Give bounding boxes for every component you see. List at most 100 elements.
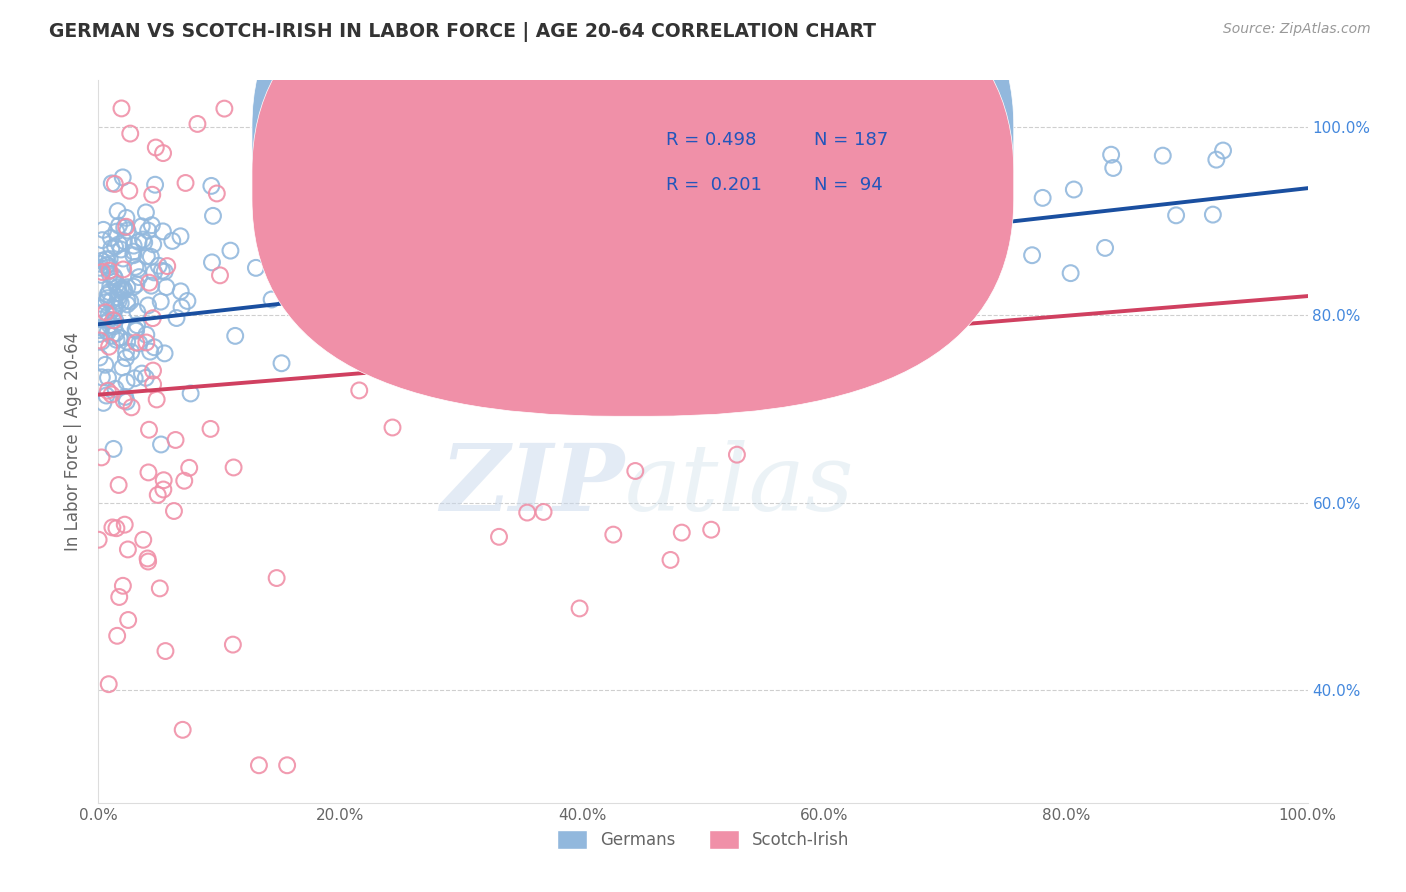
- Point: [270, 356, 292, 370]
- Point: [96, 259, 118, 273]
- Point: [273, 279, 295, 293]
- Point: [93, 223, 115, 237]
- Point: [582, 316, 605, 330]
- Point: [170, 301, 193, 315]
- Point: [153, 346, 176, 360]
- Point: [90, 450, 112, 465]
- Legend: Germans, Scotch-Irish: Germans, Scotch-Irish: [550, 823, 856, 856]
- Point: [894, 244, 917, 259]
- Point: [266, 571, 288, 585]
- Point: [664, 251, 686, 265]
- Point: [117, 613, 139, 627]
- Point: [281, 212, 304, 227]
- Y-axis label: In Labor Force | Age 20-64: In Labor Force | Age 20-64: [65, 332, 83, 551]
- Point: [115, 375, 138, 389]
- Point: [94, 358, 117, 372]
- Point: [103, 275, 125, 289]
- Point: [723, 185, 745, 199]
- Point: [139, 250, 162, 264]
- Point: [150, 437, 173, 451]
- Text: GERMAN VS SCOTCH-IRISH IN LABOR FORCE | AGE 20-64 CORRELATION CHART: GERMAN VS SCOTCH-IRISH IN LABOR FORCE | …: [49, 22, 876, 42]
- Point: [100, 241, 122, 255]
- Point: [145, 140, 167, 154]
- Point: [89, 257, 111, 271]
- Point: [139, 344, 162, 359]
- FancyBboxPatch shape: [252, 0, 1014, 371]
- Point: [97, 370, 120, 384]
- Point: [96, 258, 118, 272]
- Point: [224, 329, 246, 343]
- Point: [108, 331, 131, 345]
- Point: [107, 291, 129, 305]
- Point: [808, 324, 831, 338]
- Point: [1099, 147, 1122, 161]
- Point: [90, 253, 112, 268]
- Point: [146, 488, 169, 502]
- Point: [110, 296, 132, 310]
- Point: [89, 326, 111, 341]
- Point: [111, 360, 134, 375]
- Point: [96, 388, 118, 402]
- Point: [135, 371, 157, 385]
- Point: [125, 277, 148, 292]
- Point: [738, 303, 761, 318]
- Point: [152, 224, 174, 238]
- Point: [135, 327, 157, 342]
- Point: [472, 268, 495, 282]
- Point: [131, 367, 153, 381]
- Point: [90, 268, 112, 282]
- Point: [104, 382, 127, 396]
- Point: [107, 204, 129, 219]
- Point: [89, 312, 111, 326]
- Point: [143, 178, 166, 192]
- Point: [142, 377, 165, 392]
- Point: [124, 371, 146, 385]
- Point: [120, 127, 142, 141]
- Point: [122, 279, 145, 293]
- Point: [165, 433, 187, 447]
- Point: [1205, 153, 1227, 167]
- Point: [208, 268, 231, 283]
- Point: [87, 533, 110, 547]
- Point: [89, 306, 111, 320]
- Point: [201, 255, 224, 269]
- Point: [98, 279, 121, 293]
- Point: [516, 506, 538, 520]
- Point: [153, 264, 176, 278]
- Point: [607, 228, 630, 243]
- Point: [120, 345, 142, 359]
- Point: [124, 323, 146, 337]
- Point: [94, 295, 117, 310]
- Point: [122, 244, 145, 259]
- Point: [120, 294, 142, 309]
- Point: [142, 311, 165, 326]
- Point: [1152, 148, 1174, 162]
- Point: [693, 383, 716, 397]
- Point: [817, 209, 839, 223]
- Point: [114, 517, 136, 532]
- Point: [463, 160, 485, 174]
- Point: [1212, 144, 1234, 158]
- Point: [135, 335, 157, 350]
- Point: [110, 243, 132, 257]
- Point: [322, 164, 344, 178]
- Point: [98, 252, 121, 266]
- Point: [90, 370, 112, 384]
- Point: [152, 483, 174, 497]
- Point: [148, 259, 170, 273]
- Point: [134, 235, 156, 250]
- Point: [568, 601, 591, 615]
- Point: [127, 305, 149, 319]
- Point: [1063, 182, 1085, 196]
- Point: [110, 331, 132, 345]
- Point: [107, 293, 129, 308]
- Point: [205, 186, 228, 201]
- Point: [115, 297, 138, 311]
- Point: [128, 270, 150, 285]
- Point: [98, 267, 121, 281]
- Point: [138, 423, 160, 437]
- Point: [724, 223, 747, 237]
- Point: [89, 334, 111, 348]
- Point: [107, 478, 129, 492]
- Point: [163, 504, 186, 518]
